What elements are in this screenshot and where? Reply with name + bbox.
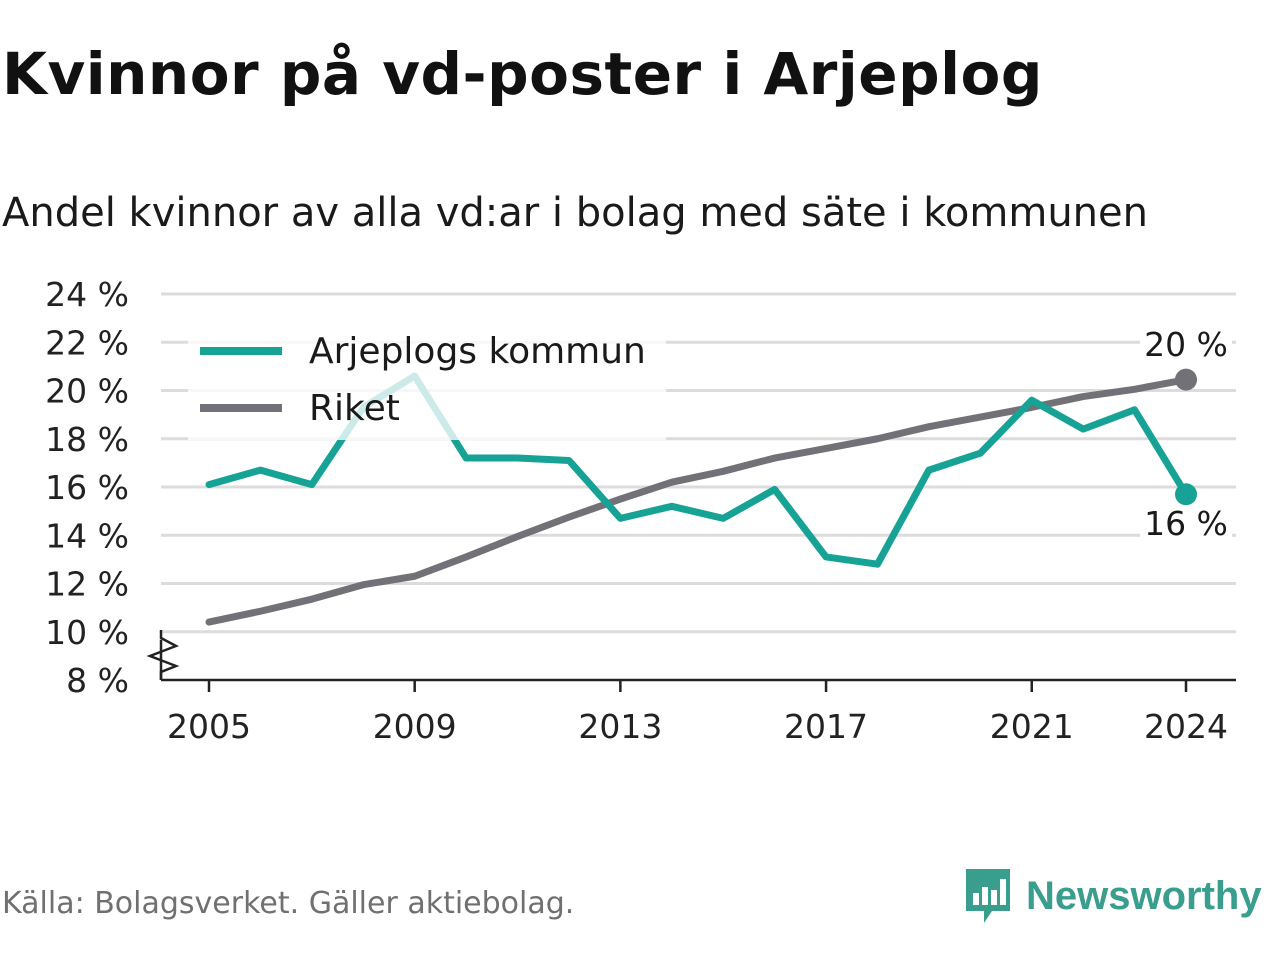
y-tick-label: 8 % xyxy=(66,661,129,700)
y-tick-label: 12 % xyxy=(45,565,129,604)
y-tick-label: 14 % xyxy=(45,516,129,555)
end-label-riket: 20 % xyxy=(1144,325,1228,364)
y-tick-label: 20 % xyxy=(45,372,129,411)
chart-title: Kvinnor på vd-poster i Arjeplog xyxy=(2,40,1043,108)
brand-logo[interactable]: Newsworthy xyxy=(962,862,1262,930)
newsworthy-logo-icon xyxy=(966,869,1010,923)
axes xyxy=(146,630,1236,682)
y-tick-labels: 8 % 10 % 12 % 14 % 16 % 18 % 20 % 22 % 24 % xyxy=(45,275,129,700)
y-axis-break-icon xyxy=(146,630,180,680)
source-note: Källa: Bolagsverket. Gäller aktiebolag. xyxy=(2,886,575,921)
legend: Arjeplogs kommun Riket xyxy=(188,318,666,440)
end-point-arjeplogs-kommun xyxy=(1175,483,1197,506)
brand-name: Newsworthy xyxy=(1026,873,1262,918)
legend-box xyxy=(188,318,666,440)
end-label-bg xyxy=(1140,325,1232,365)
x-tick-labels: 2005 2009 2013 2017 2021 2024 xyxy=(167,680,1228,746)
legend-label: Arjeplogs kommun xyxy=(309,331,646,372)
x-tick-label: 2017 xyxy=(784,707,868,746)
legend-label: Riket xyxy=(309,388,400,429)
end-label-arjeplog: 16 % xyxy=(1144,504,1228,543)
y-tick-label: 10 % xyxy=(45,613,129,652)
y-tick-label: 16 % xyxy=(45,468,129,507)
x-tick-label: 2024 xyxy=(1144,707,1228,746)
x-tick-label: 2005 xyxy=(167,707,251,746)
y-tick-label: 18 % xyxy=(45,420,129,459)
x-tick-label: 2009 xyxy=(373,707,457,746)
end-label-bg xyxy=(1140,505,1232,545)
chart-subtitle: Andel kvinnor av alla vd:ar i bolag med … xyxy=(2,190,1148,236)
x-tick-label: 2013 xyxy=(578,707,662,746)
y-tick-label: 24 % xyxy=(45,275,129,314)
y-tick-label: 22 % xyxy=(45,323,129,362)
end-labels: 20 % 16 % xyxy=(1140,325,1232,545)
x-tick-label: 2021 xyxy=(990,707,1074,746)
end-point-riket xyxy=(1175,368,1197,391)
